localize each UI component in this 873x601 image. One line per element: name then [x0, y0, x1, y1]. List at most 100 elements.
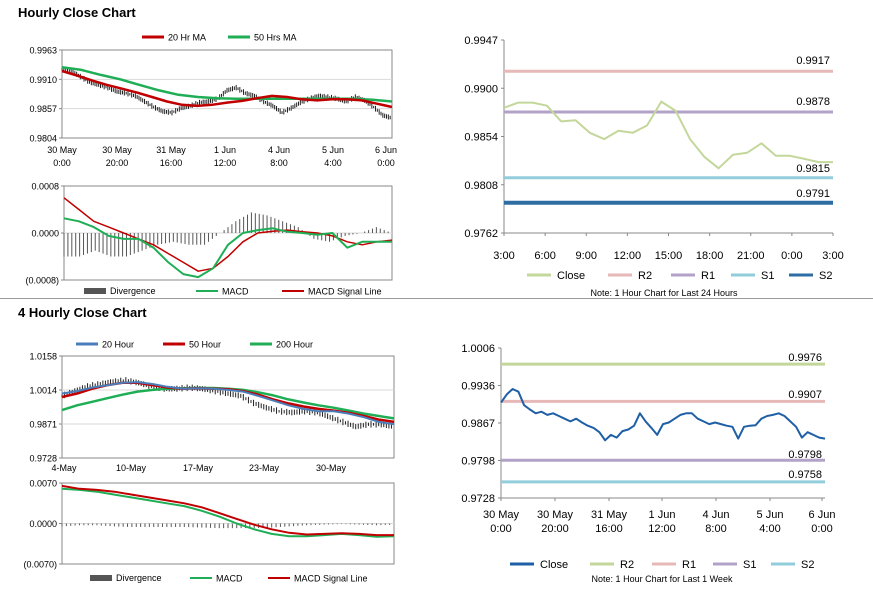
hourly-pivots-x-label: 21:00 — [737, 250, 765, 262]
four-hourly-legend-ma20-label: 20 Hour — [102, 340, 134, 350]
hourly-section-title: Hourly Close Chart — [18, 5, 136, 20]
hourly-macd-y-tick-label: 0.0000 — [31, 229, 59, 239]
four-hourly-price-x-label: 23-May — [249, 463, 280, 473]
hourly-pivot-level-label: 0.9815 — [796, 163, 830, 175]
four-hourly-pivots-close-line — [500, 388, 826, 442]
four-hourly-pivots-legend-label: Close — [540, 559, 568, 571]
hourly-price-y-tick-label: 0.9804 — [29, 134, 57, 144]
hourly-price-y-tick-label: 0.9910 — [29, 75, 57, 85]
hourly-legend-ma50-label: 50 Hrs MA — [254, 33, 297, 43]
four-hourly-pivots-x-label: 20:00 — [541, 523, 569, 535]
hourly-pivots-x-label: 6:00 — [534, 250, 555, 262]
hourly-pivots-y-label: 0.9947 — [464, 35, 498, 47]
four-hourly-price-x-label: 30-May — [316, 463, 347, 473]
hourly-price-x-label: 0:00 — [377, 158, 395, 168]
hourly-pivots-x-label: 0:00 — [781, 250, 802, 262]
four-hourly-legend-ma200-label: 200 Hour — [276, 340, 313, 350]
section-divider — [0, 298, 873, 299]
hourly-pivots-x-label: 15:00 — [655, 250, 683, 262]
hourly-pivots-y-label: 0.9900 — [464, 83, 498, 95]
four-hourly-macd-y-tick-label: (0.0070) — [23, 560, 57, 570]
four-hourly-pivots-y-label: 0.9936 — [461, 381, 495, 393]
four-hourly-price-x-label: 10-May — [116, 463, 147, 473]
hourly-price-x-label: 8:00 — [270, 158, 288, 168]
hourly-pivots-x-label: 9:00 — [576, 250, 597, 262]
hourly-pivots-legend-label: Close — [557, 270, 585, 282]
four-hourly-legend-divergence-swatch — [90, 575, 112, 581]
four-hourly-pivots-x-label: 1 Jun — [649, 509, 676, 521]
four-hourly-pivots-y-label: 0.9798 — [461, 456, 495, 468]
hourly-pivots-y-label: 0.9854 — [464, 132, 498, 144]
four-hourly-pivots-x-label: 12:00 — [648, 523, 676, 535]
four-hourly-macd-line — [61, 487, 395, 538]
hourly-legend-divergence-swatch — [84, 288, 106, 294]
four-hourly-macd-y-tick-label: 0.0070 — [29, 479, 57, 489]
four-hourly-pivots-x-label: 31 May — [591, 509, 628, 521]
four-hourly-pivots-x-label: 6 Jun — [809, 509, 836, 521]
four-hourly-macd-y-tick-label: 0.0000 — [29, 519, 57, 529]
hourly-legend-ma20-label: 20 Hr MA — [168, 33, 206, 43]
four-hourly-ma20-line — [61, 381, 395, 426]
hourly-price-x-label: 30 May — [47, 145, 77, 155]
hourly-price-frame — [61, 49, 393, 139]
four-hourly-pivots-y-label: 0.9867 — [461, 418, 495, 430]
hourly-pivot-level-label: 0.9791 — [796, 188, 830, 200]
hourly-price-x-label: 31 May — [156, 145, 186, 155]
hourly-price-x-label: 6 Jun — [375, 145, 397, 155]
four-hourly-price-y-tick-label: 1.0158 — [29, 352, 57, 362]
hourly-price-x-label: 30 May — [102, 145, 132, 155]
four-hourly-section-title: 4 Hourly Close Chart — [18, 305, 147, 320]
four-hourly-pivot-level-label: 0.9758 — [788, 469, 822, 481]
hourly-pivots-x-label: 12:00 — [614, 250, 642, 262]
hourly-pivots-close-line — [503, 100, 833, 170]
hourly-ma20-line — [61, 69, 393, 109]
four-hourly-price-x-label: 17-May — [183, 463, 214, 473]
four-hourly-ma50-line — [61, 381, 395, 424]
four-hourly-pivot-level-label: 0.9798 — [788, 449, 822, 461]
hourly-legend-signal-label: MACD Signal Line — [308, 287, 382, 297]
four-hourly-price-y-tick-label: 1.0014 — [29, 386, 57, 396]
four-hourly-pivots-x-label: 30 May — [483, 509, 520, 521]
hourly-pivots-y-label: 0.9808 — [464, 180, 498, 192]
four-hourly-pivot-level-label: 0.9907 — [788, 389, 822, 401]
hourly-price-x-label: 16:00 — [160, 158, 183, 168]
four-hourly-pivots-legend-label: S2 — [801, 559, 814, 571]
four-hourly-pivots-y-label: 1.0006 — [461, 343, 495, 355]
hourly-macd-line — [63, 217, 392, 279]
hourly-pivots-y-label: 0.9762 — [464, 228, 498, 240]
hourly-price-x-label: 0:00 — [53, 158, 71, 168]
hourly-pivot-level-label: 0.9878 — [796, 96, 830, 108]
hourly-price-x-label: 4 Jun — [268, 145, 290, 155]
four-hourly-pivots-legend-label: R2 — [620, 559, 634, 571]
hourly-price-x-label: 4:00 — [324, 158, 342, 168]
hourly-pivot-level-label: 0.9917 — [796, 55, 830, 67]
four-hourly-price-y-tick-label: 0.9728 — [29, 454, 57, 464]
hourly-price-x-label: 5 Jun — [322, 145, 344, 155]
four-hourly-signal-line — [61, 484, 394, 537]
hourly-signal-line — [63, 197, 393, 272]
hourly-macd-y-tick-label: (0.0008) — [25, 276, 59, 286]
hourly-pivots-x-label: 18:00 — [696, 250, 724, 262]
four-hourly-pivots-y-label: 0.9728 — [461, 493, 495, 505]
hourly-legend-macd-label: MACD — [222, 287, 249, 297]
four-hourly-pivots-x-label: 30 May — [537, 509, 574, 521]
hourly-price-y-tick-label: 0.9857 — [29, 104, 57, 114]
four-hourly-pivots-legend-label: S1 — [743, 559, 756, 571]
four-hourly-pivots-x-label: 8:00 — [705, 523, 726, 535]
hourly-pivots-legend-label: R2 — [638, 270, 652, 282]
hourly-pivots-x-label: 3:00 — [493, 250, 514, 262]
hourly-legend-divergence-label: Divergence — [110, 286, 156, 296]
hourly-macd-y-tick-label: 0.0008 — [31, 182, 59, 192]
hourly-price-x-label: 1 Jun — [214, 145, 236, 155]
four-hourly-legend-ma50-label: 50 Hour — [189, 340, 221, 350]
hourly-pivots-x-label: 3:00 — [822, 250, 843, 262]
four-hourly-pivots-x-label: 5 Jun — [757, 509, 784, 521]
hourly-ma50-line — [61, 65, 393, 103]
four-hourly-price-frame — [61, 355, 395, 459]
hourly-pivots-legend-label: S1 — [761, 270, 774, 282]
four-hourly-pivots-x-label: 0:00 — [811, 523, 832, 535]
hourly-pivots-note: Note: 1 Hour Chart for Last 24 Hours — [590, 288, 738, 298]
four-hourly-legend-divergence-label: Divergence — [116, 573, 162, 583]
four-hourly-pivots-legend-label: R1 — [682, 559, 696, 571]
